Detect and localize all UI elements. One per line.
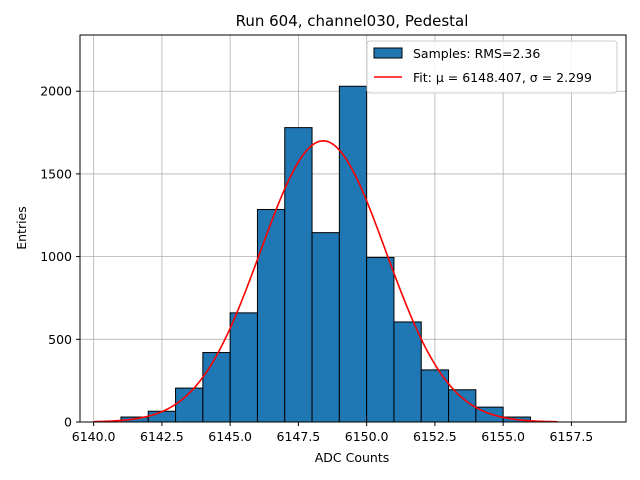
x-tick-label: 6147.5 [277,429,321,444]
x-axis-label: ADC Counts [315,450,390,465]
fit-curve [93,140,558,423]
x-tick-label: 6157.5 [550,429,594,444]
y-tick-label: 1500 [40,166,72,181]
x-tick-label: 6155.0 [481,429,525,444]
histogram-bar [366,256,395,423]
y-tick-label: 0 [64,415,72,430]
histogram-bar [338,85,368,423]
x-tick-label: 6145.0 [208,429,252,444]
legend-label-samples: Samples: RMS=2.36 [413,46,540,61]
plot-frame [79,34,627,423]
chart-title: Run 604, channel030, Pedestal [236,12,469,30]
histogram-bar [284,127,313,423]
histogram-bar [448,389,477,423]
y-axis-label: Entries [14,206,29,250]
x-axis-ticks: 6140.0 6142.5 6145.0 6147.5 6150.0 6152.5 6155… [72,422,594,444]
x-tick-label: 6150.0 [345,429,389,444]
legend-label-fit: Fit: μ = 6148.407, σ = 2.299 [413,70,592,85]
y-tick-label: 2000 [40,84,72,99]
y-tick-label: 500 [48,332,72,347]
histogram-bar [229,312,258,423]
x-tick-label: 6140.0 [72,429,116,444]
histogram-bars [120,85,531,423]
x-tick-label: 6152.5 [413,429,457,444]
histogram-bar [202,352,231,423]
histogram-bar [311,232,340,423]
legend-box [366,40,618,94]
y-tick-label: 1000 [40,249,72,264]
histogram-bar [147,410,177,423]
histogram-bar [393,321,422,423]
x-tick-label: 6142.5 [140,429,184,444]
legend: Samples: RMS=2.36 Fit: μ = 6148.407, σ =… [366,40,618,94]
histogram-bar [256,208,286,423]
y-axis-ticks: 0 500 1000 1500 2000 [40,84,80,430]
legend-swatch-samples [373,47,403,59]
